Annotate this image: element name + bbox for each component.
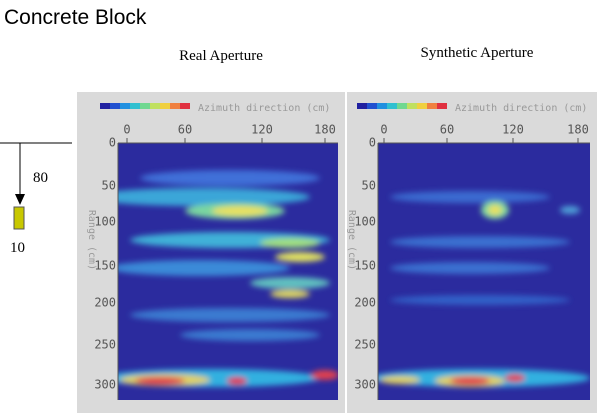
colorbar-cell xyxy=(130,103,140,109)
colorbar-cell xyxy=(397,103,407,109)
x-tick-label: 120 xyxy=(251,123,273,137)
colorbar-cell xyxy=(417,103,427,109)
heatmap xyxy=(118,143,338,400)
diagram: 80 10 xyxy=(0,142,72,256)
y-tick-label: 150 xyxy=(354,259,376,273)
y-tick-label: 100 xyxy=(94,215,116,229)
block xyxy=(13,206,25,230)
page-title: Concrete Block xyxy=(4,6,147,29)
colorbar-cell xyxy=(180,103,190,109)
x-tick-label: 180 xyxy=(567,123,589,137)
x-tick-label: 120 xyxy=(502,123,524,137)
colorbar-cell xyxy=(377,103,387,109)
panel-title: Synthetic Aperture xyxy=(421,45,534,61)
colorbar-cell xyxy=(387,103,397,109)
y-tick-label: 250 xyxy=(94,338,116,352)
colorbar-cell xyxy=(170,103,180,109)
y-tick-label: 0 xyxy=(369,136,376,150)
colorbar-cell xyxy=(100,103,110,109)
depth-label: 80 xyxy=(33,170,48,186)
colorbar-cell xyxy=(407,103,417,109)
x-axis-label: Azimuth direction (cm) xyxy=(455,103,587,114)
x-tick-label: 0 xyxy=(123,123,130,137)
y-tick-label: 250 xyxy=(354,338,376,352)
y-tick-label: 150 xyxy=(94,259,116,273)
colorbar-cell xyxy=(357,103,367,109)
x-axis-label: Azimuth direction (cm) xyxy=(198,103,330,114)
y-tick-label: 100 xyxy=(354,215,376,229)
colorbar-cell xyxy=(120,103,130,109)
colorbar-cell xyxy=(140,103,150,109)
y-axis-label: Range (cm) xyxy=(86,210,97,270)
x-tick-label: 60 xyxy=(440,123,454,137)
colorbar-cell xyxy=(110,103,120,109)
y-tick-label: 200 xyxy=(94,296,116,310)
size-label: 10 xyxy=(10,240,25,256)
colorbar-cell xyxy=(367,103,377,109)
colorbar-cell xyxy=(437,103,447,109)
depth-arrow xyxy=(15,194,25,205)
x-tick-label: 0 xyxy=(380,123,387,137)
panel-title: Real Aperture xyxy=(179,48,263,64)
y-tick-label: 300 xyxy=(354,378,376,392)
colorbar-cell xyxy=(150,103,160,109)
colorbar-cell xyxy=(427,103,437,109)
y-axis-label: Range (cm) xyxy=(346,210,357,270)
heatmap xyxy=(378,143,590,400)
colorbar-cell xyxy=(160,103,170,109)
x-tick-label: 180 xyxy=(314,123,336,137)
x-tick-label: 60 xyxy=(178,123,192,137)
y-tick-label: 300 xyxy=(94,378,116,392)
y-tick-label: 0 xyxy=(109,136,116,150)
y-tick-label: 200 xyxy=(354,296,376,310)
y-tick-label: 50 xyxy=(362,179,376,193)
y-tick-label: 50 xyxy=(102,179,116,193)
